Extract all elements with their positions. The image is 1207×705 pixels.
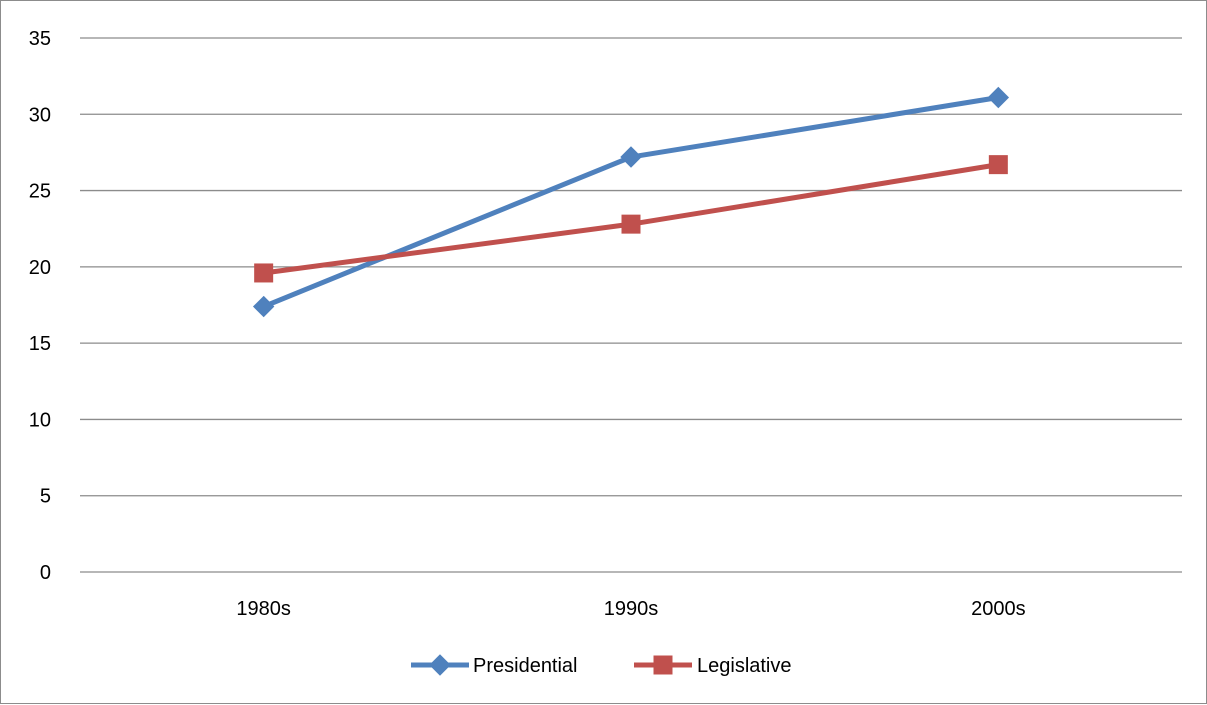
x-tick-label: 1980s: [236, 598, 291, 620]
y-tick-label: 30: [29, 104, 51, 126]
x-tick-label: 2000s: [971, 598, 1026, 620]
data-point-presidential-1980s: [252, 295, 275, 318]
y-tick-label: 25: [29, 181, 51, 203]
legend-item-presidential: Presidential: [411, 654, 578, 677]
series-lines: [252, 86, 1010, 318]
data-point-legislative-1990s: [621, 214, 641, 234]
legend-marker-presidential: [429, 654, 451, 676]
y-tick-label: 35: [29, 28, 51, 50]
x-axis-tick-labels: 1980s 1990s 2000s: [236, 598, 1025, 620]
series-presidential: [252, 86, 1010, 318]
y-tick-label: 15: [29, 333, 51, 355]
y-tick-label: 5: [40, 486, 51, 508]
y-tick-label: 0: [40, 562, 51, 584]
legend: Presidential Legislative: [411, 654, 792, 677]
legend-label: Presidential: [473, 655, 578, 677]
data-point-presidential-1990s: [620, 146, 642, 168]
y-axis-tick-labels: 0 5 10 15 20 25 30 35: [29, 28, 51, 584]
series-legislative: [254, 155, 1008, 283]
legend-marker-legislative: [653, 655, 673, 675]
data-point-legislative-2000s: [988, 155, 1008, 175]
x-tick-label: 1990s: [604, 598, 659, 620]
legend-label: Legislative: [697, 655, 792, 677]
legend-item-legislative: Legislative: [634, 655, 792, 677]
data-point-legislative-1980s: [254, 263, 274, 283]
data-point-presidential-2000s: [987, 86, 1010, 109]
y-tick-label: 10: [29, 409, 51, 431]
series-line-presidential: [261, 95, 1001, 310]
gridlines: [80, 37, 1182, 573]
y-tick-label: 20: [29, 257, 51, 279]
